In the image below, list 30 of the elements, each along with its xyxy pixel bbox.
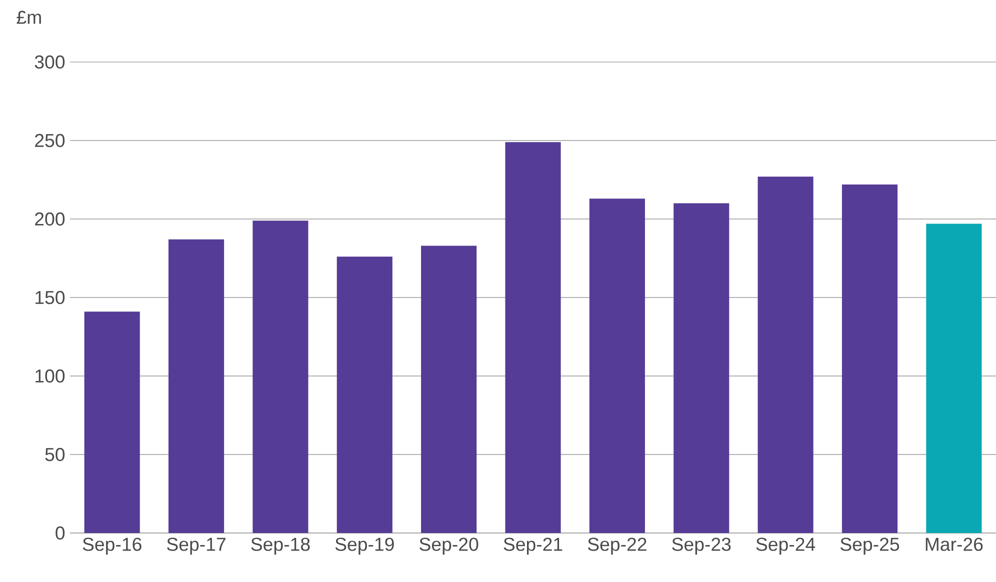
x-tick-label: Sep-24	[756, 538, 816, 555]
y-axis-title: £m	[16, 10, 41, 24]
bar	[758, 176, 814, 533]
y-tick-label: 300	[34, 55, 65, 69]
x-tick-label: Sep-17	[167, 538, 226, 555]
x-tick-label: Sep-25	[840, 538, 900, 555]
y-tick-label: 0	[56, 526, 65, 540]
bar	[842, 184, 898, 533]
y-tick-label: 250	[35, 134, 65, 148]
bar	[84, 312, 140, 533]
bar	[926, 224, 982, 533]
bar	[168, 239, 224, 533]
x-tick-label: Sep-22	[588, 538, 646, 555]
bar	[336, 256, 392, 533]
x-tick-label: Sep-23	[672, 538, 731, 555]
y-tick-label: 150	[36, 290, 65, 304]
y-tick-label: 50	[45, 448, 65, 462]
bar	[421, 246, 477, 533]
x-tick-label: Sep-18	[251, 538, 310, 555]
x-tick-label: Sep-21	[504, 538, 562, 555]
x-tick-label: Sep-16	[82, 538, 142, 555]
x-tick-label: Sep-20	[420, 538, 478, 555]
bar	[589, 198, 645, 533]
bar	[252, 220, 308, 533]
y-tick-label: 200	[35, 212, 65, 226]
bar	[674, 203, 730, 533]
x-tick-label: Sep-19	[335, 538, 394, 555]
x-tick-label: Mar-26	[926, 538, 983, 551]
y-tick-label: 100	[36, 369, 65, 383]
bar	[505, 142, 561, 533]
